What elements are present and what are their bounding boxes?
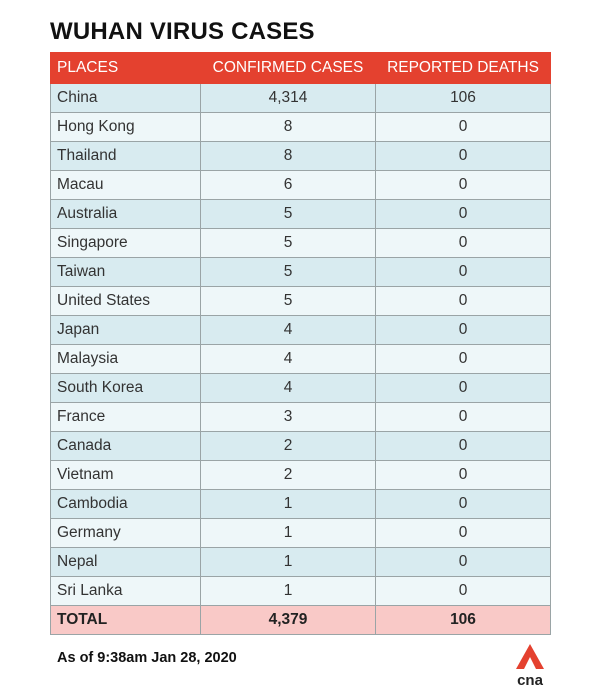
table-row: South Korea 4 0 [50, 373, 551, 403]
cell-reported-deaths: 106 [375, 83, 551, 113]
cell-reported-deaths: 0 [375, 170, 551, 200]
table-row: Cambodia 1 0 [50, 489, 551, 519]
table-row: Macau 6 0 [50, 170, 551, 200]
cell-confirmed-cases: 4,314 [200, 83, 376, 113]
cell-place: Hong Kong [50, 112, 201, 142]
cell-reported-deaths: 0 [375, 228, 551, 258]
cell-reported-deaths: 0 [375, 547, 551, 577]
cell-place: Thailand [50, 141, 201, 171]
table-row: Singapore 5 0 [50, 228, 551, 258]
cell-place: China [50, 83, 201, 113]
cell-confirmed-cases: 8 [200, 112, 376, 142]
table-row: Nepal 1 0 [50, 547, 551, 577]
timestamp-note: As of 9:38am Jan 28, 2020 [57, 650, 237, 666]
cell-place: Cambodia [50, 489, 201, 519]
cna-logo-mark-icon [516, 644, 544, 669]
cell-reported-deaths: 0 [375, 576, 551, 606]
cell-reported-deaths: 0 [375, 315, 551, 345]
cell-reported-deaths: 0 [375, 402, 551, 432]
cell-reported-deaths: 0 [375, 431, 551, 461]
cell-confirmed-cases: 2 [200, 431, 376, 461]
table-row: China 4,314 106 [50, 83, 551, 113]
cell-reported-deaths: 0 [375, 460, 551, 490]
cell-confirmed-cases: 1 [200, 518, 376, 548]
table-row: Sri Lanka 1 0 [50, 576, 551, 606]
table-header: PLACES CONFIRMED CASES REPORTED DEATHS [50, 52, 551, 84]
cell-confirmed-cases: 4 [200, 315, 376, 345]
total-label: TOTAL [50, 605, 201, 635]
cell-confirmed-cases: 4 [200, 373, 376, 403]
table-row: United States 5 0 [50, 286, 551, 316]
cell-reported-deaths: 0 [375, 489, 551, 519]
cell-place: Germany [50, 518, 201, 548]
table-row: France 3 0 [50, 402, 551, 432]
page-title: WUHAN VIRUS CASES [50, 18, 315, 45]
table-row: Vietnam 2 0 [50, 460, 551, 490]
cell-reported-deaths: 0 [375, 141, 551, 171]
table-row: Hong Kong 8 0 [50, 112, 551, 142]
cell-reported-deaths: 0 [375, 373, 551, 403]
header-reported-deaths: REPORTED DEATHS [375, 52, 551, 84]
cases-table: PLACES CONFIRMED CASES REPORTED DEATHS C… [50, 52, 551, 635]
cell-confirmed-cases: 1 [200, 547, 376, 577]
table-row: Canada 2 0 [50, 431, 551, 461]
cell-reported-deaths: 0 [375, 286, 551, 316]
cell-reported-deaths: 0 [375, 257, 551, 287]
table-row: Thailand 8 0 [50, 141, 551, 171]
cell-confirmed-cases: 1 [200, 489, 376, 519]
cell-place: Nepal [50, 547, 201, 577]
table-row: Malaysia 4 0 [50, 344, 551, 374]
table-row: Germany 1 0 [50, 518, 551, 548]
cell-place: Malaysia [50, 344, 201, 374]
cell-place: Macau [50, 170, 201, 200]
cell-confirmed-cases: 1 [200, 576, 376, 606]
cell-place: United States [50, 286, 201, 316]
total-reported-deaths: 106 [375, 605, 551, 635]
table-row: Taiwan 5 0 [50, 257, 551, 287]
table-row: Japan 4 0 [50, 315, 551, 345]
header-places: PLACES [50, 52, 201, 84]
cell-reported-deaths: 0 [375, 344, 551, 374]
cell-reported-deaths: 0 [375, 518, 551, 548]
cell-reported-deaths: 0 [375, 112, 551, 142]
cell-confirmed-cases: 3 [200, 402, 376, 432]
cell-place: Japan [50, 315, 201, 345]
cell-confirmed-cases: 8 [200, 141, 376, 171]
cell-place: Vietnam [50, 460, 201, 490]
cna-logo-text: cna [517, 672, 544, 688]
cell-place: France [50, 402, 201, 432]
cell-confirmed-cases: 5 [200, 228, 376, 258]
cell-place: Sri Lanka [50, 576, 201, 606]
cell-confirmed-cases: 4 [200, 344, 376, 374]
cell-confirmed-cases: 5 [200, 257, 376, 287]
cell-reported-deaths: 0 [375, 199, 551, 229]
total-row: TOTAL 4,379 106 [50, 605, 551, 635]
cell-confirmed-cases: 5 [200, 199, 376, 229]
table-row: Australia 5 0 [50, 199, 551, 229]
header-row: PLACES CONFIRMED CASES REPORTED DEATHS [50, 52, 551, 84]
header-confirmed-cases: CONFIRMED CASES [200, 52, 376, 84]
cell-place: Taiwan [50, 257, 201, 287]
cell-place: Canada [50, 431, 201, 461]
cell-confirmed-cases: 5 [200, 286, 376, 316]
cell-confirmed-cases: 6 [200, 170, 376, 200]
cna-logo: cna [516, 644, 544, 688]
cell-confirmed-cases: 2 [200, 460, 376, 490]
cell-place: Singapore [50, 228, 201, 258]
cell-place: South Korea [50, 373, 201, 403]
table-footer: TOTAL 4,379 106 [50, 605, 551, 635]
cell-place: Australia [50, 199, 201, 229]
table-body: China 4,314 106 Hong Kong 8 0 Thailand 8 0 Macau 6… [50, 83, 551, 606]
total-confirmed-cases: 4,379 [200, 605, 376, 635]
